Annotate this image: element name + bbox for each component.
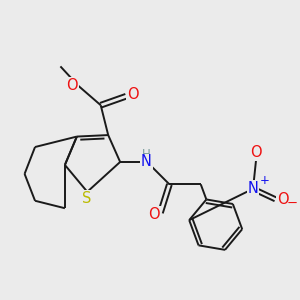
Text: O: O [277, 192, 289, 207]
Text: S: S [82, 191, 92, 206]
Text: N: N [248, 181, 259, 196]
Text: O: O [127, 87, 139, 102]
Text: H: H [142, 148, 151, 161]
Text: N: N [141, 154, 152, 169]
Text: O: O [250, 146, 262, 160]
Text: +: + [260, 174, 269, 187]
Text: O: O [148, 207, 160, 222]
Text: −: − [286, 197, 297, 210]
Text: O: O [67, 78, 78, 93]
